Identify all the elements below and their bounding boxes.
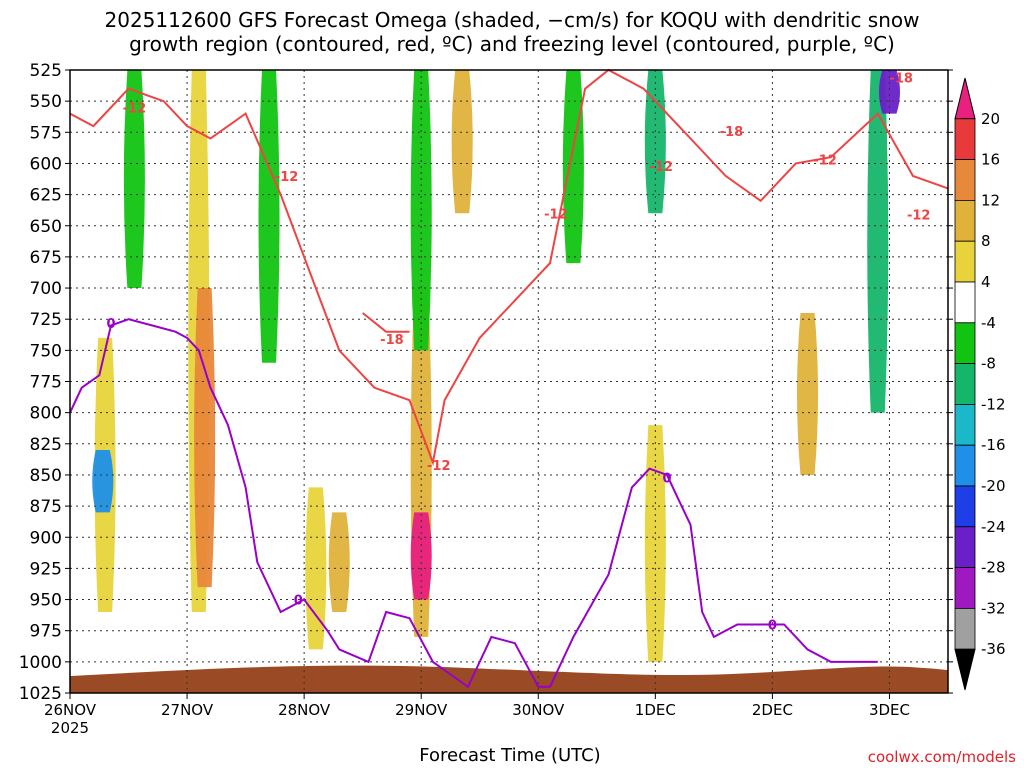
ground-terrain [70, 665, 948, 693]
colorbar-swatch [954, 363, 976, 405]
dgz-contour-minus12-label: -12 [649, 160, 673, 175]
y-tick-label: 800 [30, 404, 62, 424]
colorbar-swatch [954, 485, 976, 528]
freezing-level-contour-label: 0 [768, 618, 777, 633]
omega-shading [92, 70, 901, 662]
colorbar-swatch [954, 159, 976, 201]
y-tick-label: 650 [30, 217, 62, 237]
omega-region [867, 70, 889, 413]
dgz-contour-minus12-label: -12 [813, 154, 837, 169]
colorbar-label: -32 [981, 599, 1006, 617]
colorbar-swatch [954, 77, 976, 120]
y-tick-label: 875 [30, 497, 62, 517]
y-tick-label: 825 [30, 435, 62, 455]
omega-region [451, 70, 473, 214]
credit-label[interactable]: coolwx.com/models [867, 748, 1016, 766]
y-tick-label: 975 [30, 622, 62, 642]
dgz-contour-minus12 [69, 68, 949, 467]
y-tick-label: 750 [30, 341, 62, 361]
freezing-level-contour [69, 318, 878, 689]
y-tick-label: 775 [30, 373, 62, 393]
y-tick-label: 850 [30, 466, 62, 486]
colorbar-label: -12 [981, 395, 1006, 413]
colorbar-swatch [954, 648, 976, 691]
dgz-contour-minus18 [362, 312, 410, 333]
x-tick-label: 1DEC [635, 701, 676, 719]
y-tick-label: 675 [30, 248, 62, 268]
omega-region [796, 312, 819, 475]
omega-region [644, 425, 666, 662]
colorbar-label: -20 [981, 477, 1006, 495]
colorbar-swatch [954, 403, 976, 446]
x-tick-label: 2DEC [752, 701, 793, 719]
dgz-contour-minus12-label: -12 [123, 101, 147, 116]
x-axis-title: Forecast Time (UTC) [419, 745, 601, 766]
chart-title-line1: 2025112600 GFS Forecast Omega (shaded, −… [104, 8, 920, 32]
colorbar-label: -4 [981, 314, 996, 332]
colorbar-swatch [954, 444, 976, 487]
x-tick-label: 3DEC [869, 701, 910, 719]
dgz-contour-minus12-label: -12 [907, 209, 931, 224]
omega-region [194, 288, 216, 588]
omega-region [410, 70, 432, 351]
colorbar-swatch [954, 322, 976, 364]
y-tick-label: 725 [30, 310, 62, 330]
x-tick-year: 2025 [51, 719, 89, 737]
dgz-contour-minus12-label: -12 [275, 170, 299, 185]
y-tick-label: 625 [30, 186, 62, 206]
colorbar-swatch [954, 608, 976, 650]
colorbar-label: -16 [981, 436, 1006, 454]
dgz-contour-minus18-label: -18 [380, 333, 404, 348]
y-tick-label: 575 [30, 123, 62, 143]
x-tick-label: 27NOV [161, 701, 214, 719]
freezing-level-contour-label: 0 [106, 317, 115, 332]
omega-region [410, 512, 432, 600]
y-tick-label: 900 [30, 528, 62, 548]
dgz-contour-minus18-label: -18 [889, 71, 913, 86]
colorbar-label: 4 [981, 273, 991, 291]
omega-region [92, 450, 114, 513]
colorbar-swatch [954, 118, 976, 161]
freezing-level-contour-label: 0 [663, 471, 672, 486]
chart-title: 2025112600 GFS Forecast Omega (shaded, −… [0, 8, 1024, 56]
colorbar-label: 12 [981, 191, 1000, 209]
omega-region [328, 512, 350, 613]
x-tick-label: 29NOV [395, 701, 448, 719]
y-tick-label: 600 [30, 154, 62, 174]
omega-region [562, 70, 584, 264]
colorbar-swatch [954, 240, 976, 283]
colorbar-swatch [954, 526, 976, 568]
x-tick-label: 30NOV [512, 701, 565, 719]
freezing-level-contour-label: 0 [294, 594, 303, 609]
colorbar-label: 16 [981, 151, 1000, 169]
omega-region [123, 70, 145, 289]
x-tick-label: 26NOV [44, 701, 97, 719]
y-tick-label: 1025 [19, 684, 62, 704]
omega-region [258, 70, 280, 363]
colorbar-label: 8 [981, 232, 991, 250]
colorbar-label: -36 [981, 640, 1006, 658]
colorbar-swatch [954, 199, 976, 242]
colorbar-label: 20 [981, 110, 1000, 128]
y-tick-label: 700 [30, 279, 62, 299]
colorbar-label: -8 [981, 355, 996, 373]
y-tick-label: 925 [30, 559, 62, 579]
x-tick-label: 28NOV [278, 701, 331, 719]
y-tick-label: 550 [30, 92, 62, 112]
omega-region [878, 70, 901, 114]
colorbar-label: -24 [981, 518, 1006, 536]
colorbar-swatch [954, 281, 976, 324]
y-tick-label: 525 [30, 61, 62, 81]
colorbar-swatch [954, 567, 976, 609]
dgz-contour-minus12-label: -12 [427, 459, 451, 474]
colorbar-label: -28 [981, 559, 1006, 577]
dgz-contour-minus18-label: -18 [720, 125, 744, 140]
chart-title-line2: growth region (contoured, red, ºC) and f… [129, 32, 895, 56]
dgz-contour-minus12-label: -12 [544, 207, 568, 222]
y-tick-label: 950 [30, 591, 62, 611]
y-tick-label: 1000 [19, 653, 62, 673]
